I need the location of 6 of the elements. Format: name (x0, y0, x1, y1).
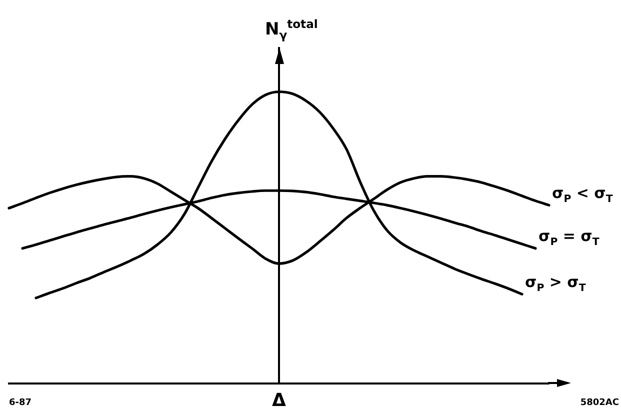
x-axis-title: Δ (272, 390, 286, 411)
text: 6-87 (9, 398, 32, 409)
series-label: σ$_{P}$ < σ$_{T}$ (552, 184, 613, 206)
text: 5802AC (580, 398, 619, 409)
series-label: σ$_{P}$ > σ$_{T}$ (525, 273, 586, 294)
series-label: σ$_{P}$ = σ$_{T}$ (538, 227, 600, 249)
